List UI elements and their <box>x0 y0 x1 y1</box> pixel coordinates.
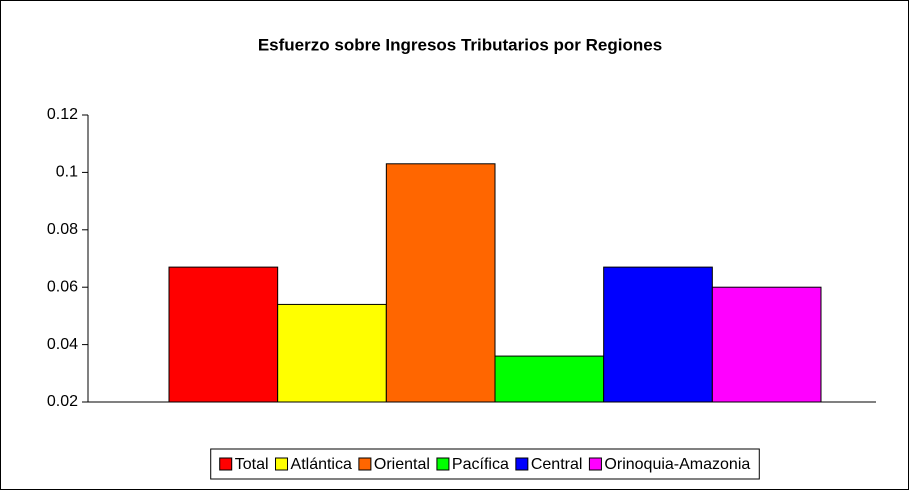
legend-label: Total <box>235 456 269 473</box>
y-tick-label: 0.04 <box>47 336 78 353</box>
bar <box>385 163 496 403</box>
bar <box>603 266 713 403</box>
legend-swatch <box>515 457 529 471</box>
legend-label: Pacífica <box>452 456 509 473</box>
y-tick-label: 0.12 <box>47 106 78 123</box>
legend-swatch <box>219 457 233 471</box>
y-tick-label: 0.08 <box>47 221 78 238</box>
legend-swatch <box>588 457 602 471</box>
bar <box>711 286 822 403</box>
legend-label: Oriental <box>374 456 430 473</box>
legend-box <box>210 448 760 480</box>
legend-swatch <box>436 457 450 471</box>
bar <box>168 266 279 403</box>
y-tick-label: 0.02 <box>47 393 78 410</box>
chart-title: Esfuerzo sobre Ingresos Tributarios por … <box>258 35 662 54</box>
legend-label: Orinoquia-Amazonia <box>604 456 750 473</box>
legend-swatch <box>275 457 289 471</box>
legend-label: Atlántica <box>291 456 352 473</box>
bar <box>277 303 387 403</box>
legend-label: Central <box>531 456 583 473</box>
legend-swatch <box>358 457 372 471</box>
bar <box>494 355 605 403</box>
legend: Total Atlántica Oriental Pacífica Central Ori… <box>210 448 760 480</box>
y-tick-label: 0.06 <box>47 278 78 295</box>
y-tick-label: 0.1 <box>56 164 78 181</box>
